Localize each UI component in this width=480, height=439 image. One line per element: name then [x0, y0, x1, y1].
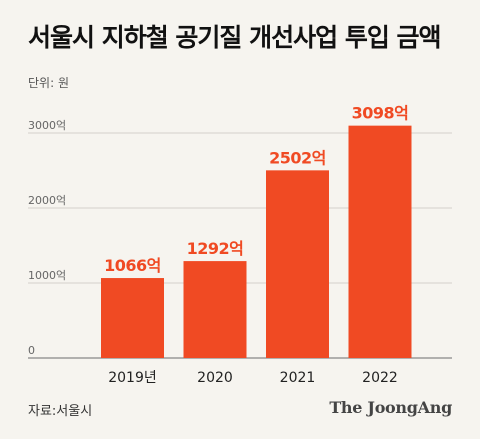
bars	[101, 125, 412, 359]
unit-label: 단위: 원	[28, 76, 69, 90]
bar	[266, 170, 329, 358]
y-tick-label: 1000억	[28, 269, 66, 282]
x-tick-label: 2022	[362, 370, 398, 386]
chart-title: 서울시 지하철 공기질 개선사업 투입 금액	[28, 23, 442, 52]
bar	[101, 278, 164, 358]
y-axis-ticks: 0 1000억 2000억 3000억	[28, 119, 66, 357]
data-label: 2502억	[269, 148, 326, 167]
data-label: 3098억	[352, 104, 409, 123]
value-labels: 1066억 1292억 2502억 3098억	[104, 104, 409, 275]
x-tick-label: 2020	[197, 370, 233, 386]
source-note: 자료:서울시	[28, 404, 93, 419]
bar	[348, 125, 412, 359]
y-tick-label: 2000억	[28, 194, 66, 207]
x-axis-ticks: 2019년 2020 2021 2022	[108, 370, 398, 386]
y-tick-label: 3000억	[28, 119, 66, 132]
bar	[183, 261, 247, 358]
publisher-logo: The JoongAng	[329, 398, 452, 417]
x-tick-label: 2021	[280, 370, 316, 386]
data-label: 1066억	[104, 256, 161, 275]
x-tick-label: 2019년	[108, 370, 157, 386]
data-label: 1292억	[187, 239, 244, 258]
y-tick-label: 0	[28, 344, 35, 357]
